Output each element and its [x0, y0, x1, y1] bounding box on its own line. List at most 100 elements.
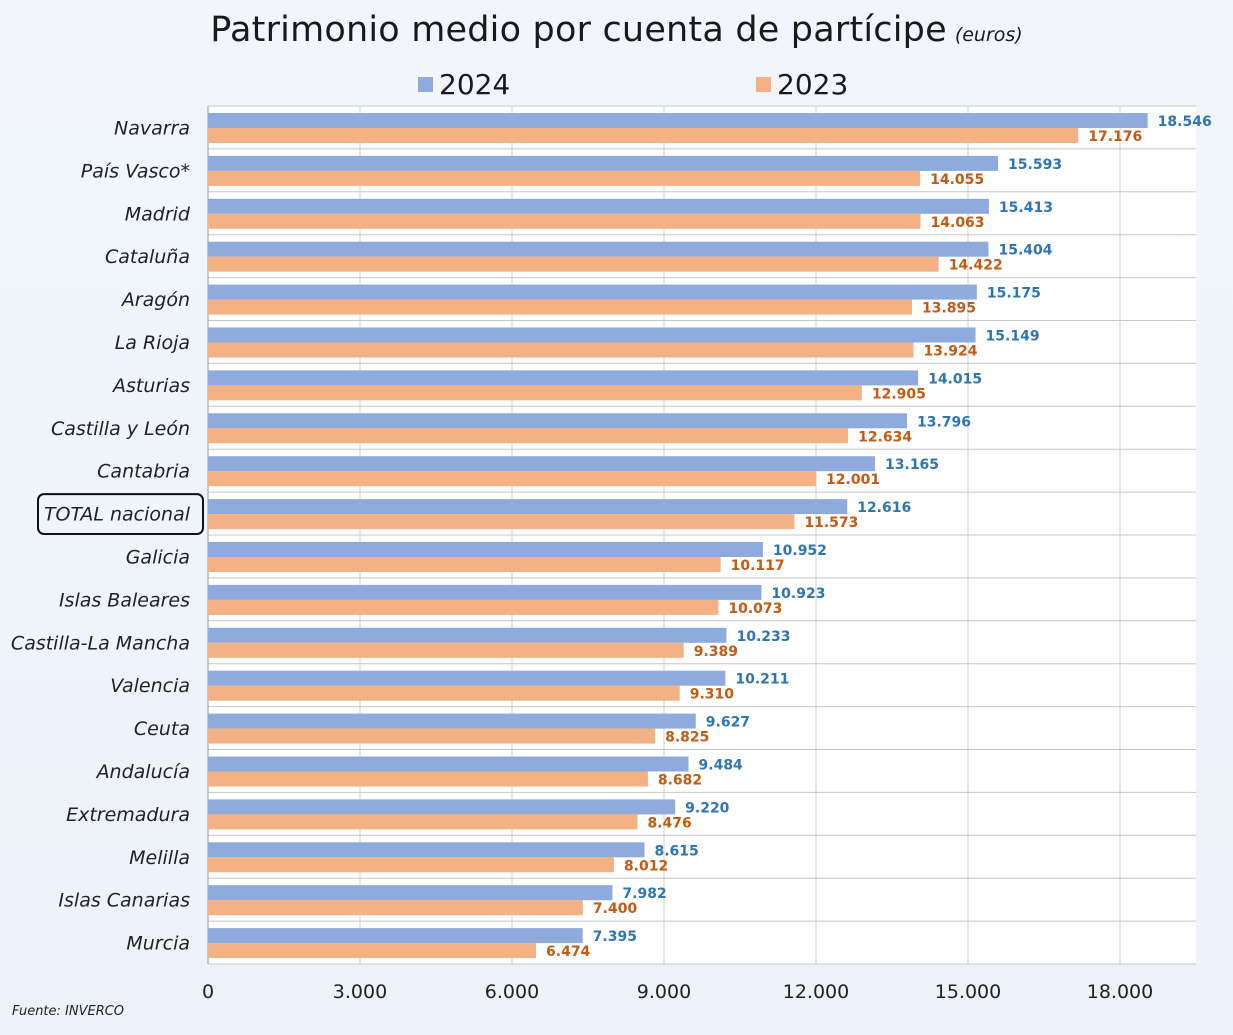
- legend: 2024 2023: [0, 68, 1233, 104]
- data-label-2023: 13.924: [923, 344, 977, 360]
- category-label: Madrid: [125, 203, 191, 225]
- bar-2024: [208, 456, 876, 472]
- bar-2024: [208, 928, 583, 944]
- x-tick-label: 3.000: [333, 981, 387, 1003]
- bar-2024: [208, 627, 727, 643]
- category-label: Islas Canarias: [58, 890, 190, 912]
- x-tick-label: 0: [202, 981, 214, 1003]
- data-label-2024: 18.546: [1158, 114, 1212, 130]
- data-label-2023: 14.055: [930, 172, 984, 188]
- data-label-2023: 12.634: [858, 429, 912, 445]
- category-label: Galicia: [126, 546, 190, 568]
- data-label-2024: 9.627: [706, 715, 750, 731]
- data-label-2023: 8.682: [658, 773, 702, 789]
- data-label-2024: 10.211: [735, 672, 789, 688]
- data-label-2023: 17.176: [1088, 129, 1142, 145]
- category-label: Murcia: [126, 933, 190, 955]
- data-label-2024: 15.175: [987, 286, 1041, 302]
- bar-2024: [208, 113, 1148, 128]
- x-tick-label: 6.000: [485, 981, 539, 1003]
- data-label-2024: 10.952: [773, 543, 827, 559]
- bar-2024: [208, 284, 977, 300]
- category-label: Castilla y León: [51, 418, 190, 440]
- legend-label-2024: 2024: [439, 68, 511, 101]
- x-tick-label: 9.000: [637, 981, 691, 1003]
- bar-2023: [208, 599, 719, 615]
- chart-title-unit: (euros): [954, 24, 1023, 46]
- bar-2024: [208, 499, 848, 515]
- data-label-2024: 15.149: [986, 329, 1040, 345]
- legend-swatch-2023: [756, 77, 771, 92]
- data-label-2024: 15.593: [1008, 157, 1062, 173]
- bar-2024: [208, 842, 645, 858]
- data-label-2023: 12.001: [826, 472, 880, 488]
- category-label: Extremadura: [66, 804, 190, 826]
- chart-title-row: Patrimonio medio por cuenta de partícipe…: [0, 10, 1233, 50]
- bar-2023: [208, 514, 795, 530]
- category-label: La Rioja: [115, 332, 190, 354]
- data-label-2024: 10.233: [736, 629, 790, 645]
- bar-2023: [208, 170, 921, 186]
- data-label-2024: 7.395: [593, 929, 637, 945]
- data-label-2023: 7.400: [593, 901, 638, 917]
- bar-2024: [208, 370, 919, 386]
- bar-2023: [208, 428, 849, 444]
- category-label: Ceuta: [134, 718, 190, 740]
- source-note: Fuente: INVERCO: [12, 1004, 125, 1019]
- x-tick-label: 15.000: [935, 981, 1001, 1003]
- bar-2023: [208, 128, 1079, 143]
- category-label: Castilla-La Mancha: [11, 632, 190, 654]
- category-label: Cantabria: [97, 461, 190, 483]
- data-label-2024: 8.615: [654, 843, 698, 859]
- category-label: TOTAL nacional: [44, 504, 191, 526]
- data-label-2023: 8.825: [665, 730, 709, 746]
- data-label-2023: 14.422: [949, 258, 1003, 274]
- x-tick-label: 18.000: [1087, 981, 1153, 1003]
- bar-2023: [208, 471, 817, 487]
- data-label-2023: 9.389: [694, 644, 738, 660]
- data-label-2024: 13.165: [885, 457, 939, 473]
- bar-2023: [208, 385, 862, 401]
- bar-2023: [208, 557, 721, 572]
- category-label: Islas Baleares: [59, 589, 190, 611]
- bar-2023: [208, 256, 939, 272]
- data-label-2023: 13.895: [922, 301, 976, 317]
- bar-2023: [208, 771, 648, 787]
- bar-2023: [208, 900, 583, 916]
- legend-item-2024: 2024: [418, 68, 510, 101]
- data-label-2023: 8.476: [647, 815, 691, 831]
- bar-2023: [208, 299, 913, 315]
- highlight-box: [37, 493, 204, 536]
- data-label-2023: 14.063: [931, 215, 985, 231]
- bar-2024: [208, 885, 613, 901]
- data-label-2023: 10.073: [728, 601, 782, 617]
- data-label-2024: 9.220: [685, 800, 730, 816]
- bar-2024: [208, 241, 989, 257]
- bar-2024: [208, 542, 763, 557]
- legend-swatch-2024: [418, 77, 433, 92]
- data-label-2023: 10.117: [731, 558, 785, 574]
- bar-2024: [208, 670, 726, 686]
- bar-2024: [208, 198, 989, 214]
- chart-title: Patrimonio medio por cuenta de partícipe: [210, 10, 947, 50]
- bar-2023: [208, 342, 914, 358]
- x-tick-label: 12.000: [783, 981, 849, 1003]
- legend-label-2023: 2023: [777, 68, 849, 101]
- data-label-2024: 15.404: [998, 243, 1052, 259]
- bar-2024: [208, 327, 976, 343]
- data-label-2023: 6.474: [546, 944, 591, 960]
- data-label-2023: 9.310: [690, 687, 735, 703]
- bar-2024: [208, 713, 696, 729]
- data-label-2024: 14.015: [928, 371, 982, 387]
- data-label-2024: 9.484: [699, 758, 744, 774]
- data-label-2023: 8.012: [624, 858, 668, 874]
- category-label: Valencia: [110, 675, 190, 697]
- data-label-2024: 7.982: [622, 886, 666, 902]
- category-label: Asturias: [111, 375, 190, 397]
- data-label-2024: 10.923: [771, 586, 825, 602]
- data-label-2023: 11.573: [804, 515, 858, 531]
- data-label-2023: 12.905: [872, 386, 926, 402]
- bar-2023: [208, 943, 537, 959]
- bar-2024: [208, 756, 689, 772]
- category-label: País Vasco*: [81, 160, 190, 182]
